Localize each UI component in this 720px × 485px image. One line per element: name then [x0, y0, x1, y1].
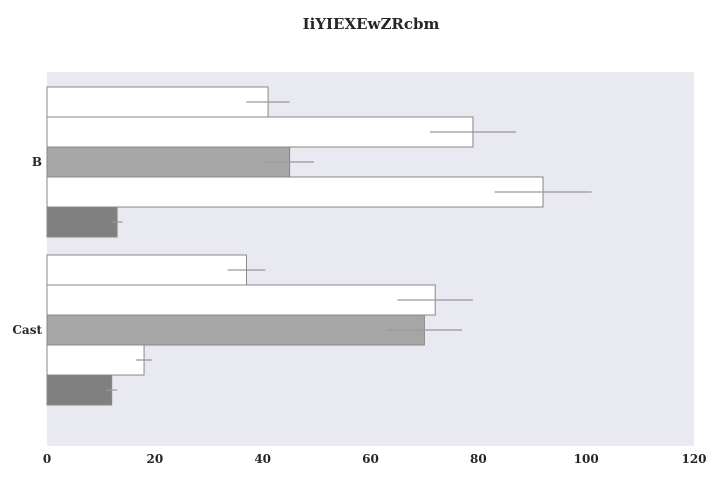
- x-axis-ticks: 0 20 40 60 80 100 120: [43, 452, 707, 466]
- bar: [46, 86, 269, 118]
- bar: [46, 176, 544, 208]
- x-tick-label: 0: [43, 452, 51, 466]
- x-tick-label: 80: [470, 452, 487, 466]
- x-tick-label: 60: [362, 452, 379, 466]
- error-bars-group: [106, 101, 592, 391]
- bar: [46, 344, 145, 376]
- bar: [46, 374, 113, 406]
- bar: [46, 146, 291, 178]
- y-axis-categories: B Cast: [12, 155, 42, 337]
- bar: [46, 116, 474, 148]
- x-tick-label: 100: [574, 452, 599, 466]
- bar: [46, 314, 425, 346]
- bars-group: [46, 86, 544, 406]
- bar: [46, 254, 247, 286]
- bar: [46, 206, 118, 238]
- x-tick-label: 20: [146, 452, 163, 466]
- bar: [46, 284, 436, 316]
- x-tick-label: 120: [681, 452, 706, 466]
- chart-title: IiYIEXEwZRcbm: [303, 15, 440, 33]
- x-tick-label: 40: [254, 452, 271, 466]
- category-label: Cast: [12, 323, 42, 337]
- category-label: B: [32, 155, 42, 169]
